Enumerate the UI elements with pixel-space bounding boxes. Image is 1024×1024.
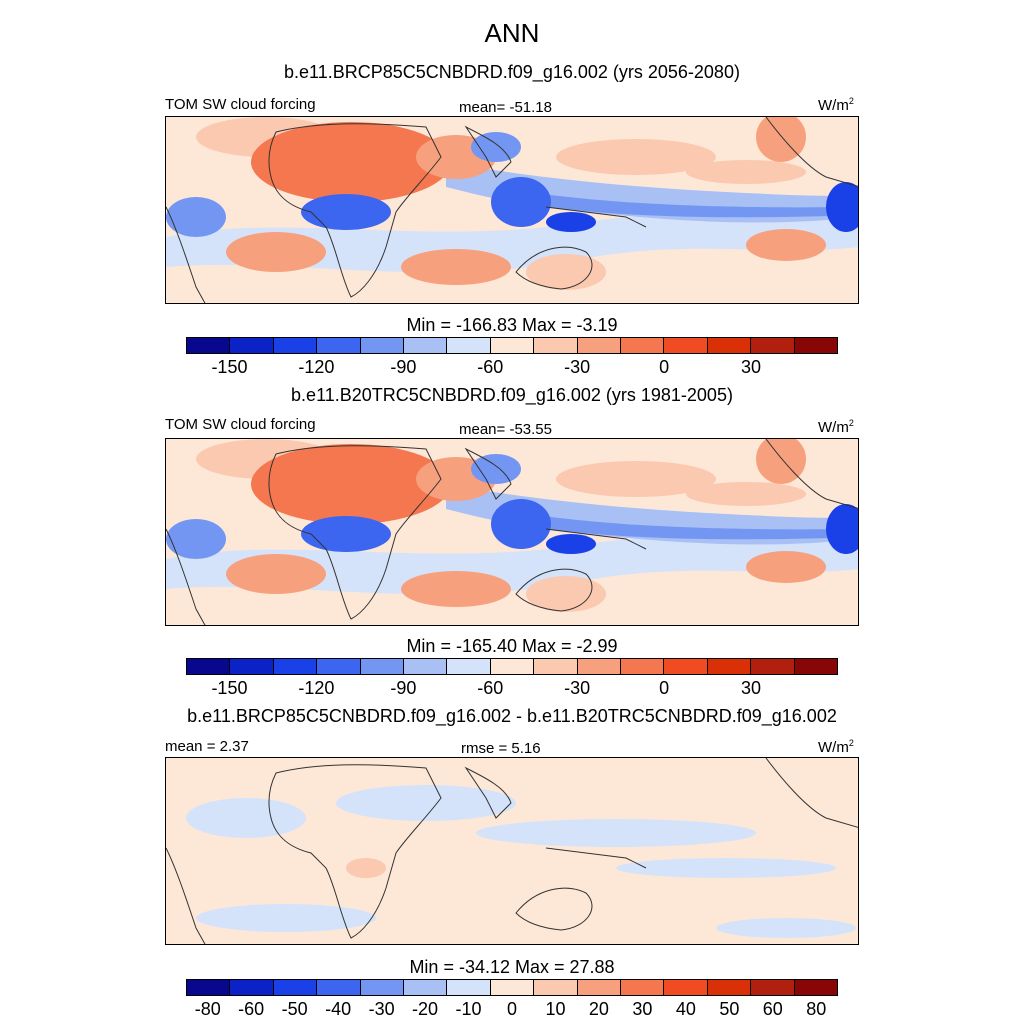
colorbar-swatch [794,659,838,674]
colorbar-swatch [187,980,231,995]
colorbar-swatch [534,659,578,674]
colorbar-tick-label: -60 [477,357,504,377]
panel1-mean-label: mean= -51.18 [459,99,552,116]
colorbar-swatch [707,659,752,674]
colorbar-swatch [360,338,405,353]
colorbar-swatch [360,980,405,995]
colorbar-swatch [187,659,231,674]
colorbar-swatch [621,338,665,353]
colorbar-swatch [317,659,361,674]
colorbar-tick-label: -120 [298,357,335,377]
colorbar-swatch [404,659,448,674]
colorbar-tick-label: -30 [564,357,591,377]
colorbar-tick-label: 40 [675,999,696,1019]
colorbar-tick-label: 80 [806,999,827,1019]
colorbar-swatch [447,980,491,995]
colorbar-tick-label: 10 [545,999,566,1019]
panel2-mean-label: mean= -53.55 [459,421,552,438]
colorbar-swatch [273,659,318,674]
colorbar-tick-label: -60 [238,999,265,1019]
colorbar-swatch [187,338,231,353]
panel2-unit-label: W/m2 [818,418,854,436]
colorbar-tick-label: 60 [762,999,783,1019]
colorbar-swatch [621,980,665,995]
panel3-unit-label: W/m2 [818,738,854,756]
colorbar-swatch [230,980,274,995]
colorbar-tick-label: -90 [390,678,417,698]
colorbar-swatch [751,338,795,353]
colorbar-tick-label: -150 [211,678,248,698]
colorbar-swatch [230,659,274,674]
panel3-mean-label: mean = 2.37 [165,738,249,755]
colorbar-swatch [490,980,535,995]
colorbar-swatch [794,338,838,353]
colorbar-swatch [577,338,622,353]
colorbar-tick-label: 50 [719,999,740,1019]
colorbar-tick-label: -150 [211,357,248,377]
panel1-title: b.e11.BRCP85C5CNBDRD.f09_g16.002 (yrs 20… [284,62,740,82]
panel3-title: b.e11.BRCP85C5CNBDRD.f09_g16.002 - b.e11… [187,706,837,726]
panel3-minmax: Min = -34.12 Max = 27.88 [409,957,615,977]
colorbar-tick-label: -30 [564,678,591,698]
colorbar-swatch [751,659,795,674]
panel3-map [165,757,859,945]
colorbar-swatch [751,980,795,995]
colorbar-swatch [534,980,578,995]
colorbar-tick-label: 20 [588,999,609,1019]
colorbar-tick-label: -30 [368,999,395,1019]
colorbar-swatch [621,659,665,674]
colorbar-tick-label: -20 [412,999,439,1019]
colorbar-swatch [317,980,361,995]
colorbar-tick-label: 0 [659,357,670,377]
colorbar-tick-label: 30 [741,357,762,377]
colorbar-tick-label: 0 [506,999,518,1019]
panel2-colorbar [186,658,838,675]
colorbar-tick-label: 30 [632,999,653,1019]
panel1-unit-label: W/m2 [818,96,854,114]
colorbar-swatch [360,659,405,674]
colorbar-tick-label: -80 [194,999,221,1019]
colorbar-swatch [664,659,708,674]
colorbar-swatch [707,980,752,995]
colorbar-swatch [490,338,535,353]
colorbar-swatch [490,659,535,674]
panel2-title: b.e11.B20TRC5CNBDRD.f09_g16.002 (yrs 198… [291,385,733,405]
panel3-rmse-label: rmse = 5.16 [461,740,541,757]
colorbar-swatch [404,338,448,353]
panel2-variable-label: TOM SW cloud forcing [165,416,316,433]
colorbar-swatch [447,338,491,353]
panel1-colorbar [186,337,838,354]
colorbar-tick-label: -120 [298,678,335,698]
panel1-minmax: Min = -166.83 Max = -3.19 [406,315,618,335]
colorbar-swatch [664,980,708,995]
panel2-map [165,438,859,626]
colorbar-tick-label: -90 [390,357,417,377]
colorbar-tick-label: 0 [659,678,670,698]
colorbar-swatch [534,338,578,353]
colorbar-tick-label: -50 [281,999,308,1019]
colorbar-swatch [273,980,318,995]
colorbar-tick-label: -60 [477,678,504,698]
colorbar-swatch [577,659,622,674]
colorbar-swatch [404,980,448,995]
colorbar-tick-label: 30 [741,678,762,698]
panel2-minmax: Min = -165.40 Max = -2.99 [406,636,618,656]
colorbar-swatch [794,980,838,995]
colorbar-swatch [577,980,622,995]
colorbar-tick-label: -40 [325,999,352,1019]
colorbar-swatch [317,338,361,353]
colorbar-swatch [230,338,274,353]
panel1-map [165,116,859,304]
panel3-colorbar [186,979,838,996]
colorbar-swatch [273,338,318,353]
colorbar-swatch [707,338,752,353]
main-title: ANN [484,18,540,48]
colorbar-swatch [447,659,491,674]
colorbar-tick-label: -10 [455,999,482,1019]
panel1-variable-label: TOM SW cloud forcing [165,96,316,113]
colorbar-swatch [664,338,708,353]
